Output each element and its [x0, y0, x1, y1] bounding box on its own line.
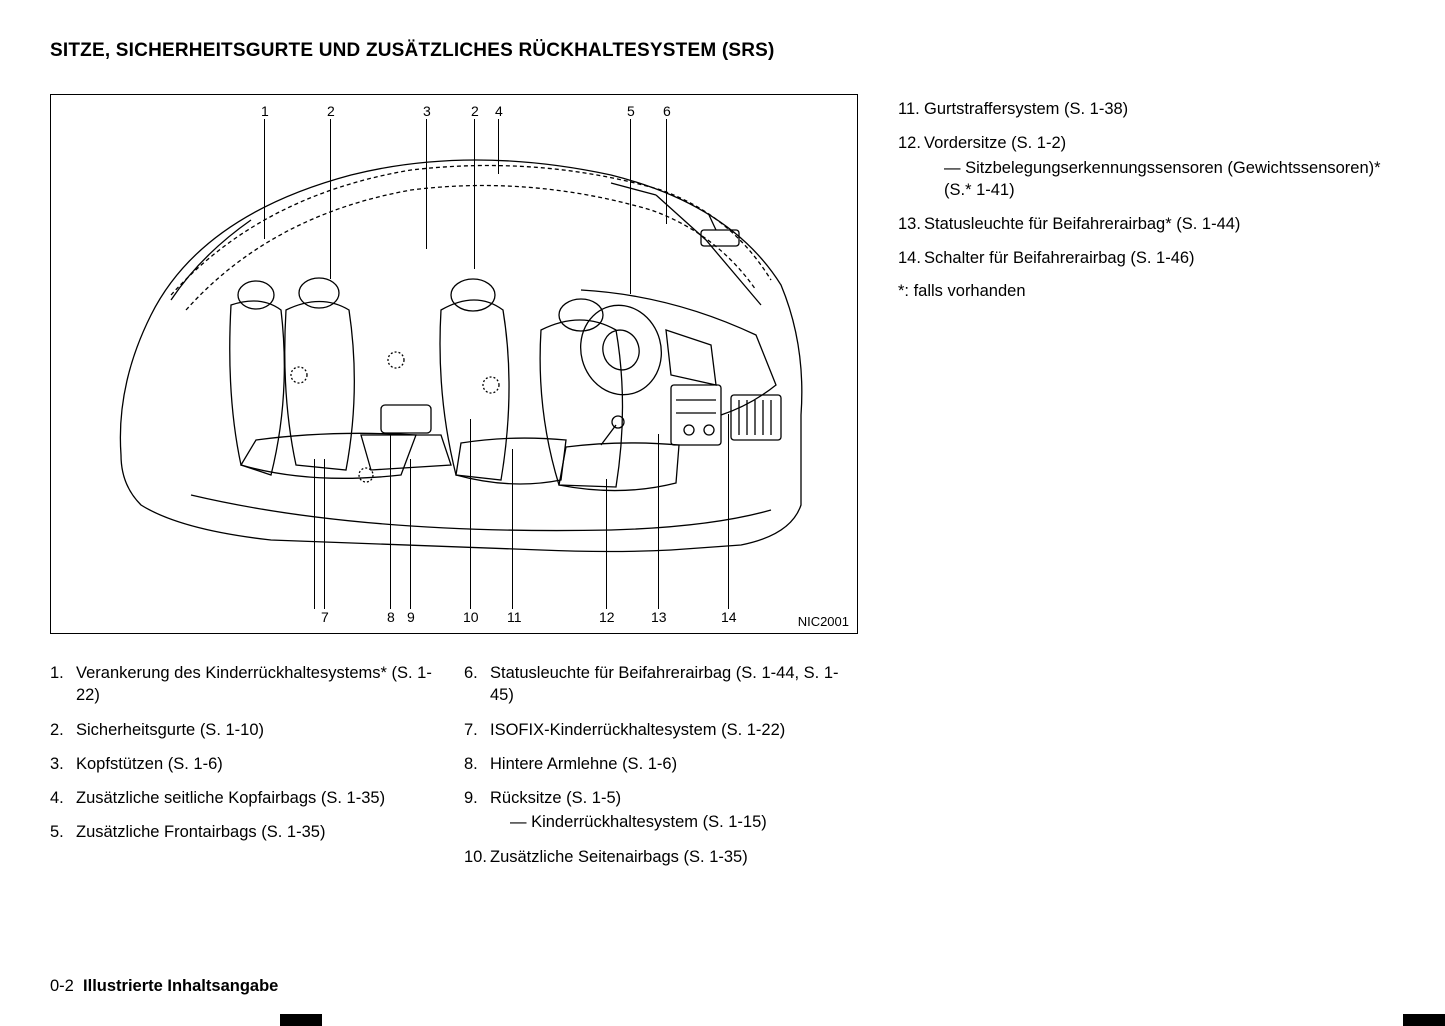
list-item: 7.ISOFIX-Kinderrückhaltesystem (S. 1-22): [464, 719, 858, 741]
callout-bot-13: 13: [651, 609, 667, 625]
list-text: Gurtstraffersystem (S. 1-38): [924, 98, 1395, 120]
leader-line: [314, 459, 315, 609]
callout-top-3: 3: [423, 103, 431, 119]
callout-bot-9: 9: [407, 609, 415, 625]
callout-top-5: 4: [495, 103, 503, 119]
leader-line: [630, 119, 631, 294]
list-number: 4.: [50, 787, 76, 809]
list-text: Schalter für Beifahrerairbag (S. 1-46): [924, 247, 1395, 269]
leader-line: [498, 119, 499, 174]
callout-top-1: 1: [261, 103, 269, 119]
list-item: 13.Statusleuchte für Beifahrerairbag* (S…: [898, 213, 1395, 235]
section-title: SITZE, SICHERHEITSGURTE UND ZUSÄTZLICHES…: [50, 40, 1395, 62]
callout-bot-8: 8: [387, 609, 395, 625]
callout-top-6: 5: [627, 103, 635, 119]
callout-top-4: 2: [471, 103, 479, 119]
list-text: Zusätzliche seitliche Kopfairbags (S. 1-…: [76, 787, 444, 809]
leader-line: [410, 459, 411, 609]
list-text: ISOFIX-Kinderrückhaltesystem (S. 1-22): [490, 719, 858, 741]
footnote-text: *: falls vorhanden: [898, 282, 1395, 301]
list-number: 3.: [50, 753, 76, 775]
list-number: 14.: [898, 247, 924, 269]
list-item: 12.Vordersitze (S. 1-2)— Sitzbelegungser…: [898, 132, 1395, 201]
callout-bot-14: 14: [721, 609, 737, 625]
list-text: Rücksitze (S. 1-5)— Kinderrückhaltesyste…: [490, 787, 858, 834]
crop-mark-icon: [280, 1014, 322, 1026]
list-text: Sicherheitsgurte (S. 1-10): [76, 719, 444, 741]
leader-line: [426, 119, 427, 249]
diagram-id-label: NIC2001: [798, 614, 849, 629]
list-text: Statusleuchte für Beifahrerairbag (S. 1-…: [490, 662, 858, 707]
list-number: 5.: [50, 821, 76, 843]
list-number: 1.: [50, 662, 76, 707]
list-item: 10.Zusätzliche Seitenairbags (S. 1-35): [464, 846, 858, 868]
leader-line: [264, 119, 265, 239]
callout-bot-10: 10: [463, 609, 479, 625]
left-block: 1 2 3 2 4 5 6 7 8 9 10 11: [50, 94, 858, 880]
list-item: 11.Gurtstraffersystem (S. 1-38): [898, 98, 1395, 120]
list-number: 11.: [898, 98, 924, 120]
list-item: 8.Hintere Armlehne (S. 1-6): [464, 753, 858, 775]
list-item: 4.Zusätzliche seitliche Kopfairbags (S. …: [50, 787, 444, 809]
list-item: 6.Statusleuchte für Beifahrerairbag (S. …: [464, 662, 858, 707]
list-number: 13.: [898, 213, 924, 235]
list-text: Statusleuchte für Beifahrerairbag* (S. 1…: [924, 213, 1395, 235]
list-number: 8.: [464, 753, 490, 775]
callout-top-2: 2: [327, 103, 335, 119]
footer-title: Illustrierte Inhaltsangabe: [83, 977, 278, 995]
list-sub-item: — Sitzbelegungserkennungssensoren (Gewic…: [924, 157, 1395, 202]
list-number: 7.: [464, 719, 490, 741]
list-item: 14.Schalter für Beifahrerairbag (S. 1-46…: [898, 247, 1395, 269]
leader-line: [390, 434, 391, 609]
list-item: 1.Verankerung des Kinderrückhaltesystems…: [50, 662, 444, 707]
list-number: 2.: [50, 719, 76, 741]
list-column-left: 1.Verankerung des Kinderrückhaltesystems…: [50, 662, 444, 880]
content-row: 1 2 3 2 4 5 6 7 8 9 10 11: [50, 94, 1395, 880]
numbered-list-row: 1.Verankerung des Kinderrückhaltesystems…: [50, 662, 858, 880]
list-item: 2.Sicherheitsgurte (S. 1-10): [50, 719, 444, 741]
leader-line: [658, 434, 659, 609]
car-interior-illustration: [111, 135, 811, 595]
callout-bot-11: 11: [507, 609, 522, 625]
list-column-mid: 6.Statusleuchte für Beifahrerairbag (S. …: [464, 662, 858, 880]
list-number: 9.: [464, 787, 490, 834]
list-text: Zusätzliche Seitenairbags (S. 1-35): [490, 846, 858, 868]
callout-bot-12: 12: [599, 609, 615, 625]
list-text: Verankerung des Kinderrückhaltesystems* …: [76, 662, 444, 707]
list-number: 6.: [464, 662, 490, 707]
leader-line: [474, 119, 475, 269]
list-item: 3.Kopfstützen (S. 1-6): [50, 753, 444, 775]
callout-top-7: 6: [663, 103, 671, 119]
list-item: 5.Zusätzliche Frontairbags (S. 1-35): [50, 821, 444, 843]
car-interior-diagram: 1 2 3 2 4 5 6 7 8 9 10 11: [50, 94, 858, 634]
list-item: 9.Rücksitze (S. 1-5)— Kinderrückhaltesys…: [464, 787, 858, 834]
leader-line: [330, 119, 331, 279]
list-column-right: 11.Gurtstraffersystem (S. 1-38) 12.Vorde…: [898, 94, 1395, 880]
leader-line: [728, 414, 729, 609]
callout-bot-7: 7: [321, 609, 329, 625]
list-text: Vordersitze (S. 1-2)— Sitzbelegungserken…: [924, 132, 1395, 201]
leader-line: [324, 459, 325, 609]
list-text: Hintere Armlehne (S. 1-6): [490, 753, 858, 775]
leader-line: [470, 419, 471, 609]
page-footer: 0-2 Illustrierte Inhaltsangabe: [50, 977, 278, 996]
list-text: Kopfstützen (S. 1-6): [76, 753, 444, 775]
leader-line: [512, 449, 513, 609]
list-number: 10.: [464, 846, 490, 868]
leader-line: [666, 119, 667, 224]
list-sub-item: — Kinderrückhaltesystem (S. 1-15): [490, 811, 858, 833]
page-number: 0-2: [50, 977, 74, 995]
list-text: Zusätzliche Frontairbags (S. 1-35): [76, 821, 444, 843]
crop-mark-icon: [1403, 1014, 1445, 1026]
list-number: 12.: [898, 132, 924, 201]
leader-line: [606, 479, 607, 609]
